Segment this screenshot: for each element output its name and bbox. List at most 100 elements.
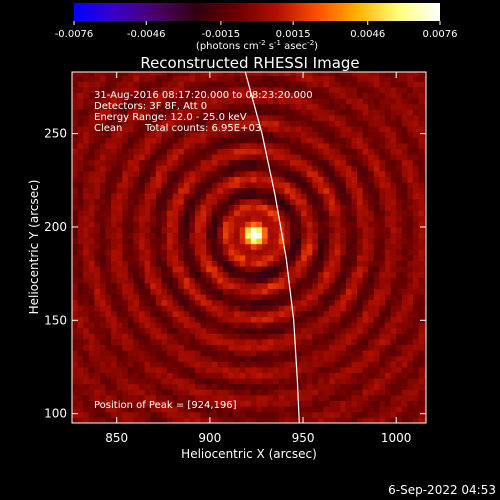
heatmap-cell (390, 310, 397, 317)
heatmap-cell (222, 271, 229, 278)
heatmap-cell (301, 176, 308, 183)
heatmap-cell (127, 204, 134, 211)
heatmap-cell (116, 109, 123, 116)
heatmap-cell (407, 72, 414, 77)
heatmap-cell (295, 299, 302, 306)
heatmap-cell (351, 109, 358, 116)
heatmap-cell (116, 271, 123, 278)
heatmap-cell (239, 389, 246, 396)
heatmap-cell (401, 411, 408, 418)
heatmap-cell (373, 142, 380, 149)
heatmap-cell (357, 98, 364, 105)
heatmap-cell (127, 288, 134, 295)
heatmap-cell (368, 81, 375, 88)
heatmap-cell (357, 383, 364, 390)
heatmap-cell (194, 187, 201, 194)
heatmap-cell (362, 406, 369, 413)
heatmap-cell (385, 266, 391, 273)
heatmap-cell (167, 316, 174, 323)
heatmap-cell (418, 282, 425, 289)
heatmap-cell (111, 154, 118, 161)
heatmap-cell (351, 338, 358, 345)
heatmap-cell (390, 305, 397, 312)
heatmap-cell (362, 383, 369, 390)
heatmap-cell (256, 400, 263, 407)
heatmap-cell (116, 400, 123, 407)
heatmap-cell (178, 103, 185, 110)
heatmap-cell (340, 75, 347, 82)
heatmap-cell (362, 411, 369, 418)
heatmap-cell (289, 243, 296, 250)
heatmap-cell (289, 103, 296, 110)
heatmap-cell (262, 170, 269, 177)
heatmap-cell (139, 389, 146, 396)
heatmap-cell (390, 260, 397, 267)
heatmap-cell (234, 198, 241, 205)
heatmap-cell (172, 114, 179, 121)
heatmap-cell (139, 75, 146, 82)
heatmap-cell (234, 322, 241, 329)
heatmap-cell (418, 81, 425, 88)
heatmap-cell (217, 154, 224, 161)
heatmap-cell (368, 114, 375, 121)
heatmap-cell (167, 333, 174, 340)
heatmap-cell (401, 310, 408, 317)
heatmap-cell (351, 148, 358, 155)
heatmap-cell (340, 338, 347, 345)
heatmap-cell (194, 271, 201, 278)
heatmap-cell (289, 165, 296, 172)
heatmap-cell (194, 210, 201, 217)
heatmap-cell (94, 338, 101, 345)
heatmap-cell (334, 72, 341, 77)
heatmap-cell (206, 114, 213, 121)
heatmap-cell (284, 383, 291, 390)
heatmap-cell (206, 81, 213, 88)
heatmap-cell (418, 221, 425, 228)
heatmap-cell (83, 182, 90, 189)
heatmap-cell (340, 182, 347, 189)
heatmap-cell (222, 288, 229, 295)
heatmap-cell (323, 288, 330, 295)
heatmap-cell (105, 81, 112, 88)
heatmap-cell (407, 148, 414, 155)
heatmap-cell (262, 316, 269, 323)
heatmap-cell (211, 389, 218, 396)
heatmap-cell (189, 142, 196, 149)
heatmap-cell (284, 126, 291, 133)
heatmap-cell (206, 182, 213, 189)
heatmap-cell (289, 254, 296, 261)
heatmap-cell (362, 148, 369, 155)
heatmap-cell (401, 344, 408, 351)
heatmap-cell (396, 417, 403, 423)
heatmap-cell (323, 92, 330, 99)
heatmap-cell (83, 170, 90, 177)
heatmap-cell (284, 72, 291, 77)
heatmap-cell (167, 299, 174, 306)
heatmap-cell (72, 266, 78, 273)
heatmap-cell (390, 299, 397, 306)
heatmap-cell (317, 378, 324, 385)
heatmap-cell (329, 366, 336, 373)
heatmap-cell (217, 288, 224, 295)
heatmap-cell (385, 310, 391, 317)
heatmap-cell (357, 193, 364, 200)
heatmap-cell (72, 282, 78, 289)
heatmap-cell (167, 417, 174, 423)
heatmap-cell (329, 226, 336, 233)
heatmap-cell (312, 86, 319, 93)
heatmap-cell (234, 316, 241, 323)
heatmap-cell (250, 226, 257, 233)
heatmap-cell (312, 170, 319, 177)
heatmap-cell (424, 114, 426, 121)
heatmap-cell (111, 260, 118, 267)
heatmap-cell (144, 86, 151, 93)
heatmap-cell (144, 288, 151, 295)
heatmap-cell (390, 288, 397, 295)
heatmap-cell (345, 210, 352, 217)
heatmap-cell (385, 159, 391, 166)
heatmap-cell (351, 243, 358, 250)
heatmap-cell (83, 299, 90, 306)
heatmap-cell (211, 193, 218, 200)
heatmap-cell (194, 389, 201, 396)
heatmap-cell (217, 182, 224, 189)
